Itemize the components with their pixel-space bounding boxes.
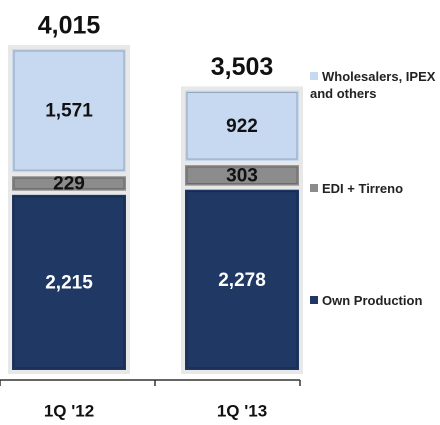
total-label: 4,015 (38, 12, 101, 40)
legend-key (310, 296, 318, 304)
legend-key (310, 72, 318, 80)
bar-bevel (13, 50, 125, 171)
legend-entry: Own Production (310, 292, 438, 309)
legend-key (310, 184, 318, 192)
data-label: 922 (226, 116, 258, 137)
bar-bevel (186, 166, 298, 185)
legend-label: EDI + Tirreno (322, 181, 404, 196)
legend-entry: Wholesalers, IPEX and others (310, 68, 438, 102)
bar-bevel (186, 91, 298, 160)
bar-segment (181, 86, 303, 166)
bar-segment (181, 161, 303, 190)
x-tick-label: 1Q '13 (217, 401, 267, 420)
data-label: 303 (226, 165, 258, 186)
bar-segment (8, 190, 130, 374)
legend-label: Wholesalers, IPEX and others (310, 69, 436, 101)
data-label: 229 (53, 173, 85, 194)
legend-entry: EDI + Tirreno (310, 180, 438, 197)
bar-segment (8, 45, 130, 177)
bar-bevel (13, 177, 125, 190)
bar-segment (181, 185, 303, 374)
legend-label: Own Production (322, 293, 423, 308)
data-label: 2,215 (45, 272, 93, 293)
total-label: 3,503 (211, 53, 274, 81)
bar-bevel (13, 196, 125, 369)
data-label: 2,278 (218, 270, 266, 291)
bar-bevel (186, 191, 298, 369)
data-label: 1,571 (45, 101, 93, 122)
x-tick-label: 1Q '12 (44, 401, 94, 420)
